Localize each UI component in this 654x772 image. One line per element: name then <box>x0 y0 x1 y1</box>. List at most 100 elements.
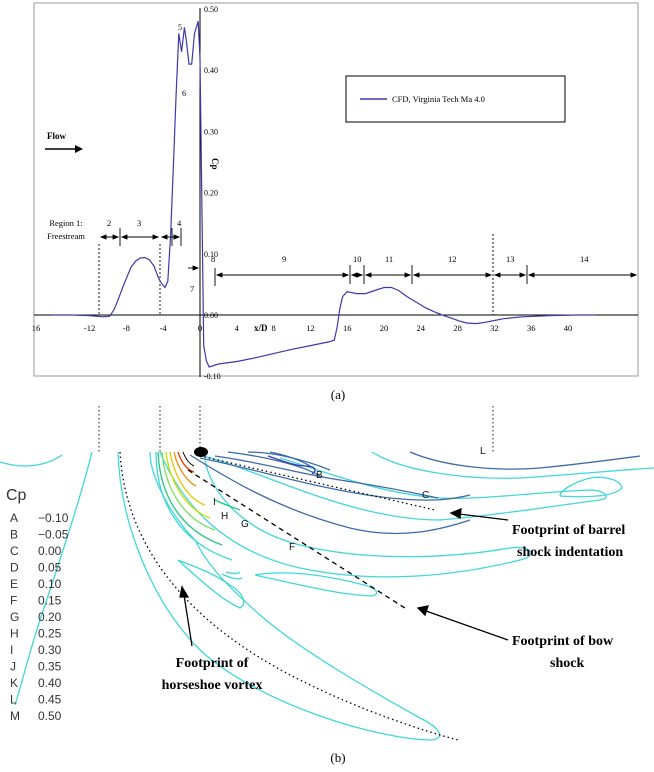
x-tick-label: 12 <box>306 323 315 333</box>
peak-label-5: 5 <box>178 23 182 32</box>
x-tick-label: 40 <box>564 323 573 333</box>
y-tick-label: -0.10 <box>204 372 221 381</box>
svg-text:Footprint of bow: Footprint of bow <box>512 634 614 649</box>
panel-connectors <box>98 406 494 452</box>
contour-legend-letter: F <box>10 594 17 608</box>
y-tick-labels: -0.10 0.00 0.10 0.20 0.30 0.40 0.50 <box>204 5 221 381</box>
x-tick-label: 32 <box>490 323 499 333</box>
x-tick-label: -12 <box>84 323 95 333</box>
contour-legend-value: 0.15 <box>38 594 62 608</box>
x-tick-labels: 16 -12 -8 -4 0 4 8 12 16 20 24 28 32 36 40 <box>32 323 573 333</box>
svg-text:H: H <box>221 511 228 522</box>
contour-legend-letter: B <box>10 528 18 542</box>
freestream-label: Freestream <box>47 231 85 241</box>
contour-legend-value: 0.10 <box>38 577 62 591</box>
svg-text:2: 2 <box>107 218 111 228</box>
svg-text:14: 14 <box>580 254 589 264</box>
x-tick-label: 4 <box>235 323 240 333</box>
contour-legend-letter: I <box>10 643 13 657</box>
svg-text:B: B <box>316 470 323 481</box>
contour-legend-letter: K <box>10 676 18 690</box>
region-number-labels: 2 3 4 7 8 9 10 11 12 13 14 <box>107 218 589 294</box>
x-tick-label: 20 <box>380 323 389 333</box>
x-tick-label: 28 <box>453 323 462 333</box>
contour-level-labels: B C F G H I L <box>213 446 486 553</box>
contour-legend-letter: H <box>10 627 19 641</box>
contour-legend-value: 0.50 <box>38 709 62 723</box>
panel-b: B C F G H I L Footprint of barrel shock … <box>0 446 654 765</box>
y-tick-label: 0.10 <box>204 250 218 259</box>
svg-text:C: C <box>422 490 429 501</box>
contour-legend-letter: J <box>10 660 16 674</box>
footprint-labels: Footprint of barrel shock indentation Fo… <box>162 523 626 693</box>
contour-legend-value: 0.05 <box>38 561 62 575</box>
y-axis-label: Cp <box>210 158 220 170</box>
x-tick-label: -4 <box>160 323 168 333</box>
contour-legend-value: −0.05 <box>38 528 69 542</box>
y-tick-label: 0.30 <box>204 127 218 136</box>
legend: CFD, Virginia Tech Ma 4.0 <box>345 75 566 123</box>
contour-legend-value: 0.35 <box>38 660 62 674</box>
svg-text:13: 13 <box>506 254 515 264</box>
annotation-arrows <box>179 507 509 647</box>
caption-b: (b) <box>330 750 345 765</box>
y-tick-label: 0.00 <box>204 311 218 320</box>
contour-legend-value: 0.30 <box>38 643 62 657</box>
contour-legend: Cp A −0.10 B −0.05 C 0.00 D 0.05 E 0.10 F 0.15 G 0.20… <box>6 487 69 723</box>
contour-legend-title: Cp <box>6 487 27 504</box>
svg-text:F: F <box>289 542 295 553</box>
x-tick-label: 16 <box>343 323 352 333</box>
x-tick-label: 36 <box>527 323 536 333</box>
contour-legend-letter: E <box>10 577 18 591</box>
region-ticks <box>119 228 528 286</box>
svg-text:Footprint of: Footprint of <box>176 656 249 671</box>
y-tick-label: 0.20 <box>204 189 218 198</box>
svg-text:Footprint of barrel: Footprint of barrel <box>512 523 625 538</box>
svg-text:10: 10 <box>353 254 362 264</box>
x-tick-label: 16 <box>32 323 41 333</box>
contour-legend-letter: A <box>10 511 18 525</box>
contour-legend-value: 0.40 <box>38 676 62 690</box>
region-1-label: Region 1: <box>49 218 82 228</box>
region-arrows <box>99 234 638 278</box>
svg-text:8: 8 <box>211 254 215 264</box>
contour-legend-letter: D <box>10 561 19 575</box>
y-tick-label: 0.50 <box>204 5 218 14</box>
contour-legend-value: 0.45 <box>38 693 62 707</box>
x-tick-label: -8 <box>123 323 130 333</box>
svg-text:11: 11 <box>385 254 393 264</box>
x-tick-label: 0 <box>198 323 202 333</box>
contour-legend-value: 0.25 <box>38 627 62 641</box>
peak-label-6: 6 <box>182 89 186 98</box>
region-boundaries <box>98 234 494 315</box>
contour-legend-value: 0.20 <box>38 610 62 624</box>
svg-text:7: 7 <box>190 284 194 294</box>
flow-arrow <box>45 145 83 153</box>
svg-text:3: 3 <box>137 218 141 228</box>
x-axis-label: x/D <box>254 323 268 333</box>
contour-lines <box>0 447 654 741</box>
svg-text:L: L <box>480 446 486 457</box>
svg-text:9: 9 <box>282 254 286 264</box>
legend-label: CFD, Virginia Tech Ma 4.0 <box>392 94 485 104</box>
svg-text:shock: shock <box>550 656 584 671</box>
x-tick-label: 24 <box>417 323 426 333</box>
contour-legend-value: 0.00 <box>38 544 62 558</box>
svg-text:horseshoe vortex: horseshoe vortex <box>162 678 263 693</box>
svg-text:G: G <box>241 519 249 530</box>
contour-legend-letter: G <box>10 610 19 624</box>
caption-a: (a) <box>331 387 345 402</box>
svg-text:shock indentation: shock indentation <box>517 545 623 560</box>
contour-legend-value: −0.10 <box>38 511 69 525</box>
svg-text:4: 4 <box>177 218 182 228</box>
panel-a: 16 -12 -8 -4 0 4 8 12 16 20 24 28 32 36 40 -0.100.000.… <box>32 2 639 402</box>
flow-label: Flow <box>47 131 66 141</box>
cp-series-line <box>52 21 596 368</box>
contour-legend-letter: C <box>10 544 19 558</box>
svg-text:I: I <box>213 497 216 508</box>
svg-text:12: 12 <box>448 254 457 264</box>
plot-frame <box>33 2 639 377</box>
contour-legend-letter: L <box>10 693 17 707</box>
contour-legend-letter: M <box>10 709 20 723</box>
